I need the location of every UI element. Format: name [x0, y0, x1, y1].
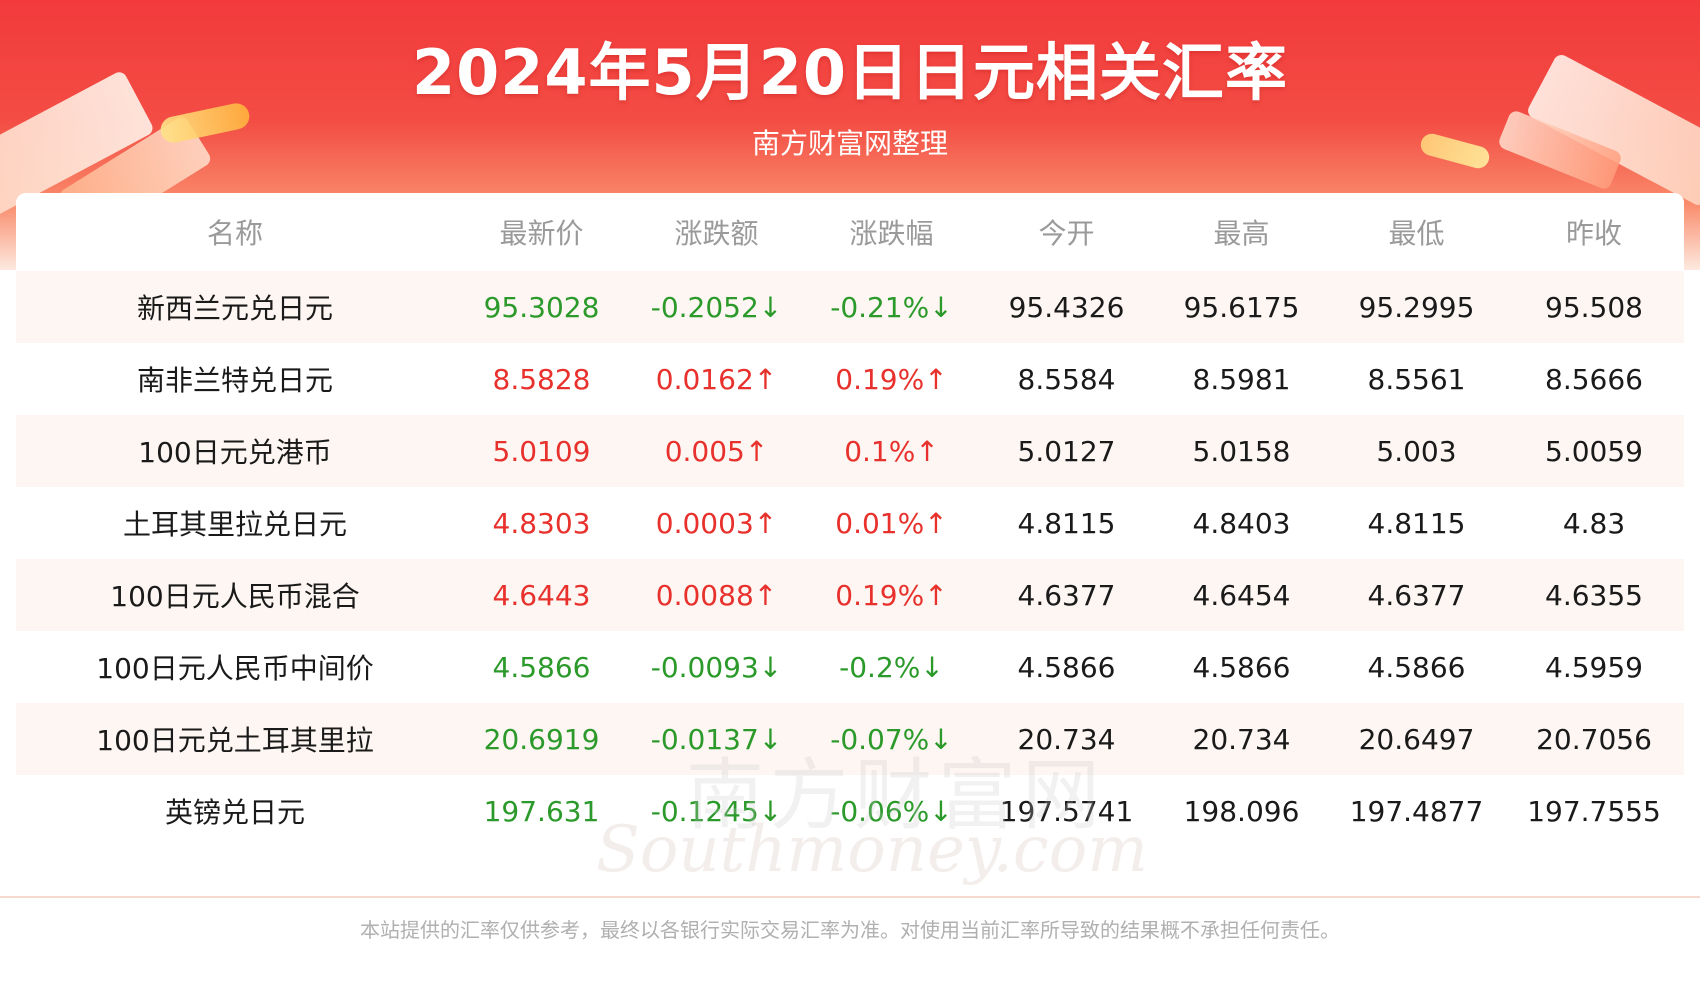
table-row: 新西兰元兑日元 95.3028 -0.2052↓ -0.21%↓ 95.4326 95.6… [16, 271, 1684, 343]
cell-high: 4.5866 [1192, 650, 1291, 684]
table-row: 100日元人民币混合 4.6443 0.0088↑ 0.19%↑ 4.6377 4.645… [16, 559, 1684, 631]
column-header-name: 名称 [206, 217, 263, 250]
table-row: 100日元兑港币 5.0109 0.005↑ 0.1%↑ 5.0127 5.0158 5.0… [16, 415, 1684, 487]
cell-change: 0.0088↑ [655, 578, 778, 612]
cell-prev-close: 4.5959 [1545, 650, 1643, 684]
cell-open: 20.734 [1017, 722, 1116, 756]
cell-change: 0.0003↑ [655, 506, 778, 540]
cell-prev-close: 5.0059 [1545, 434, 1643, 468]
page-subtitle: 南方财富网整理 [751, 127, 948, 160]
cell-name: 土耳其里拉兑日元 [122, 508, 347, 541]
cell-prev-close: 4.83 [1562, 506, 1626, 540]
cell-name: 100日元兑港币 [138, 436, 332, 469]
column-header-low: 最低 [1388, 217, 1445, 250]
page-title: 2024年5月20日日元相关汇率 [412, 36, 1288, 109]
rate-table: 名称 最新价 涨跌额 涨跌幅 今开 最高 最低 昨收 新西兰元兑日元 95.302… [16, 193, 1684, 896]
cell-open: 4.5866 [1017, 650, 1116, 684]
cell-change: -0.2052↓ [650, 290, 783, 324]
cell-open: 4.8115 [1017, 506, 1116, 540]
footer-divider [0, 896, 1700, 898]
cell-high: 95.6175 [1183, 290, 1300, 324]
column-header-high: 最高 [1213, 217, 1270, 250]
cell-latest: 4.6443 [492, 578, 591, 612]
table-header-row: 名称 最新价 涨跌额 涨跌幅 今开 最高 最低 昨收 [16, 193, 1684, 271]
cell-change: -0.1245↓ [650, 794, 783, 828]
column-header-change-pct: 涨跌幅 [849, 217, 934, 250]
cell-change-pct: 0.1%↑ [844, 434, 939, 468]
cell-change-pct: -0.06%↓ [830, 794, 953, 828]
table-row: 英镑兑日元 197.631 -0.1245↓ -0.06%↓ 197.5741 198.0… [16, 775, 1684, 847]
column-header-latest: 最新价 [499, 217, 584, 250]
cell-name: 南非兰特兑日元 [136, 364, 333, 397]
cell-low: 4.6377 [1367, 578, 1466, 612]
cell-high: 4.6454 [1192, 578, 1291, 612]
cell-change-pct: 0.01%↑ [835, 506, 948, 540]
cell-name: 100日元人民币中间价 [96, 652, 374, 685]
cell-prev-close: 197.7555 [1527, 794, 1661, 828]
cell-latest: 197.631 [483, 794, 600, 828]
cell-name: 100日元兑土耳其里拉 [96, 724, 374, 757]
cell-low: 4.8115 [1367, 506, 1466, 540]
cell-change-pct: -0.21%↓ [830, 290, 953, 324]
cell-change-pct: 0.19%↑ [835, 362, 948, 396]
cell-prev-close: 8.5666 [1545, 362, 1643, 396]
cell-change-pct: -0.07%↓ [830, 722, 953, 756]
cell-change: -0.0137↓ [650, 722, 783, 756]
cell-low: 8.5561 [1367, 362, 1466, 396]
cell-latest: 95.3028 [483, 290, 600, 324]
cell-low: 4.5866 [1367, 650, 1466, 684]
cell-low: 5.003 [1376, 434, 1457, 468]
cell-high: 198.096 [1183, 794, 1300, 828]
cell-name: 100日元人民币混合 [110, 580, 360, 613]
cell-high: 20.734 [1192, 722, 1291, 756]
table-row: 100日元人民币中间价 4.5866 -0.0093↓ -0.2%↓ 4.5866 4.5… [16, 631, 1684, 703]
cell-high: 8.5981 [1192, 362, 1291, 396]
cell-high: 4.8403 [1192, 506, 1291, 540]
cell-name: 新西兰元兑日元 [136, 292, 333, 325]
cell-low: 197.4877 [1349, 794, 1484, 828]
cell-open: 4.6377 [1017, 578, 1116, 612]
column-header-change: 涨跌额 [674, 217, 759, 250]
cell-latest: 5.0109 [492, 434, 591, 468]
cell-latest: 20.6919 [483, 722, 600, 756]
column-header-prev-close: 昨收 [1565, 217, 1622, 250]
cell-open: 197.5741 [999, 794, 1134, 828]
cell-prev-close: 95.508 [1545, 290, 1643, 324]
cell-open: 5.0127 [1017, 434, 1116, 468]
column-header-open: 今开 [1038, 217, 1095, 250]
cell-low: 20.6497 [1358, 722, 1475, 756]
cell-latest: 4.5866 [492, 650, 591, 684]
cell-latest: 4.8303 [492, 506, 591, 540]
cell-name: 英镑兑日元 [164, 796, 305, 829]
table-row: 南非兰特兑日元 8.5828 0.0162↑ 0.19%↑ 8.5584 8.5981 8.… [16, 343, 1684, 415]
cell-change-pct: -0.2%↓ [839, 650, 944, 684]
cell-change: -0.0093↓ [650, 650, 783, 684]
table-row: 土耳其里拉兑日元 4.8303 0.0003↑ 0.01%↑ 4.8115 4.8403 4… [16, 487, 1684, 559]
cell-prev-close: 20.7056 [1536, 722, 1652, 756]
cell-low: 95.2995 [1358, 290, 1475, 324]
cell-open: 95.4326 [1008, 290, 1125, 324]
cell-open: 8.5584 [1017, 362, 1116, 396]
table-row: 100日元兑土耳其里拉 20.6919 -0.0137↓ -0.07%↓ 20.734 2… [16, 703, 1684, 775]
disclaimer-text: 本站提供的汇率仅供参考，最终以各银行实际交易汇率为准。对使用当前汇率所导致的结果… [360, 918, 1340, 942]
cell-change: 0.005↑ [664, 434, 769, 468]
cell-prev-close: 4.6355 [1545, 578, 1643, 612]
cell-latest: 8.5828 [492, 362, 591, 396]
cell-change-pct: 0.19%↑ [835, 578, 948, 612]
cell-high: 5.0158 [1192, 434, 1291, 468]
cell-change: 0.0162↑ [655, 362, 778, 396]
